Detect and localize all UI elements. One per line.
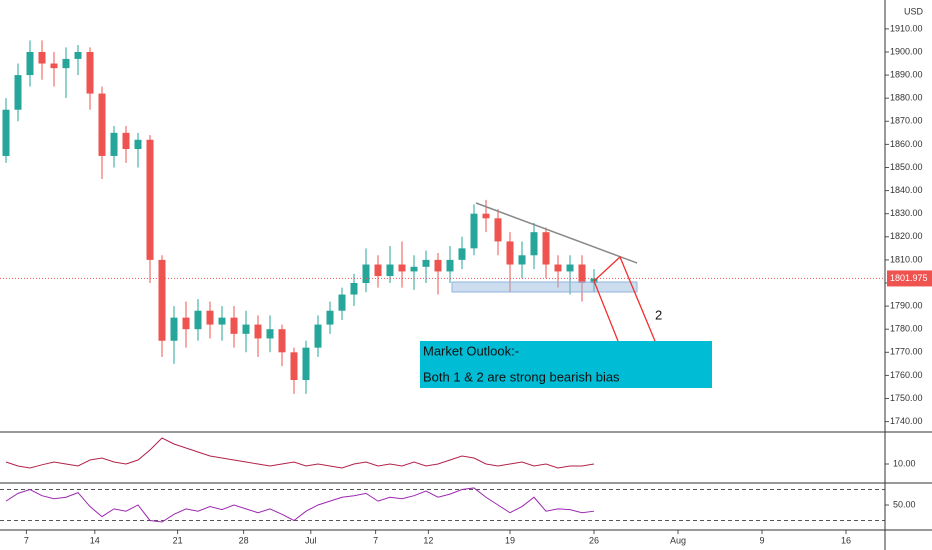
candle-body (26, 51, 34, 76)
note-text: Both 1 & 2 are strong bearish bias (423, 369, 620, 384)
indicator-line (5, 437, 595, 469)
y-tick-label: 1840.00 (890, 185, 923, 195)
candle-body (314, 324, 322, 348)
candle-body (578, 264, 586, 283)
unit-label: USD (904, 6, 924, 16)
label-2: 2 (655, 307, 662, 322)
candle-body (458, 248, 466, 260)
candle-body (2, 109, 10, 156)
x-tick-label: 26 (589, 535, 599, 545)
candle-body (530, 232, 538, 256)
y-tick-label: 1790.00 (890, 300, 923, 310)
y-tick-label: 50.00 (893, 499, 916, 509)
candle-body (38, 51, 46, 64)
y-tick-label: 1900.00 (890, 46, 923, 56)
candle-body (218, 317, 226, 325)
indicator-line (5, 487, 595, 523)
candle-body (290, 352, 298, 381)
support-zone (451, 281, 638, 293)
y-tick-label: 1880.00 (890, 93, 923, 103)
x-tick-label: 7 (24, 535, 29, 545)
candle-body (542, 232, 550, 265)
candle-body (302, 347, 310, 381)
candle-body (386, 264, 394, 277)
candle-body (422, 259, 430, 267)
y-tick-label: 1910.00 (890, 23, 923, 33)
candle-body (398, 264, 406, 272)
candle-body (554, 264, 562, 272)
candle-body (146, 139, 154, 260)
candle-body (482, 213, 490, 219)
y-tick-label: 1760.00 (890, 370, 923, 380)
note-title: Market Outlook:- (423, 343, 519, 358)
y-tick-label: 10.00 (893, 458, 916, 468)
candle-body (170, 317, 178, 341)
y-tick-label: 1780.00 (890, 324, 923, 334)
y-tick-label: 1820.00 (890, 231, 923, 241)
candle-body (254, 324, 262, 339)
candle-body (410, 266, 418, 272)
y-tick-label: 1750.00 (890, 393, 923, 403)
x-tick-label: 7 (373, 535, 378, 545)
projection-2 (593, 280, 619, 342)
candle-body (230, 317, 238, 334)
candle-body (110, 132, 118, 156)
candle-body (98, 93, 106, 156)
y-tick-label: 1740.00 (890, 416, 923, 426)
candle-body (206, 310, 214, 325)
y-tick-label: 1890.00 (890, 69, 923, 79)
candle-body (62, 58, 70, 69)
candle-body (470, 213, 478, 249)
x-tick-label: 19 (505, 535, 515, 545)
candle-body (374, 264, 382, 277)
candle-body (494, 218, 502, 242)
candle-body (350, 282, 358, 295)
x-tick-label: 16 (841, 535, 851, 545)
candle-body (134, 139, 142, 150)
candle-body (326, 310, 334, 325)
candle-body (278, 329, 286, 353)
candle-body (86, 51, 94, 94)
candle-body (242, 324, 250, 334)
x-tick-label: 12 (423, 535, 433, 545)
candle-body (434, 259, 442, 272)
x-tick-label: Jul (305, 535, 317, 545)
x-tick-label: 9 (759, 535, 764, 545)
y-tick-label: 1870.00 (890, 116, 923, 126)
last-price-box (887, 270, 932, 287)
candle-body (182, 317, 190, 330)
candle-body (266, 329, 274, 339)
candle-body (50, 63, 58, 69)
candle-body (446, 259, 454, 272)
x-tick-label: Aug (670, 535, 686, 545)
trend-line (475, 202, 638, 264)
candle-body (362, 264, 370, 283)
candle-body (506, 241, 514, 265)
candle-body (74, 51, 82, 59)
y-tick-label: 1810.00 (890, 254, 923, 264)
y-tick-label: 1830.00 (890, 208, 923, 218)
x-tick-label: 14 (90, 535, 100, 545)
y-tick-label: 1770.00 (890, 347, 923, 357)
last-price-label: 1801.975 (890, 273, 928, 283)
candle-body (122, 132, 130, 150)
candle-body (518, 255, 526, 265)
candle-body (194, 310, 202, 330)
x-tick-label: 21 (173, 535, 183, 545)
note-box (420, 341, 712, 388)
candle-body (338, 294, 346, 311)
y-tick-label: 1860.00 (890, 139, 923, 149)
projection-1 (593, 255, 656, 342)
candle-body (14, 75, 22, 110)
candle-body (158, 259, 166, 341)
y-tick-label: 1850.00 (890, 162, 923, 172)
candle-body (566, 264, 574, 272)
x-tick-label: 28 (239, 535, 249, 545)
